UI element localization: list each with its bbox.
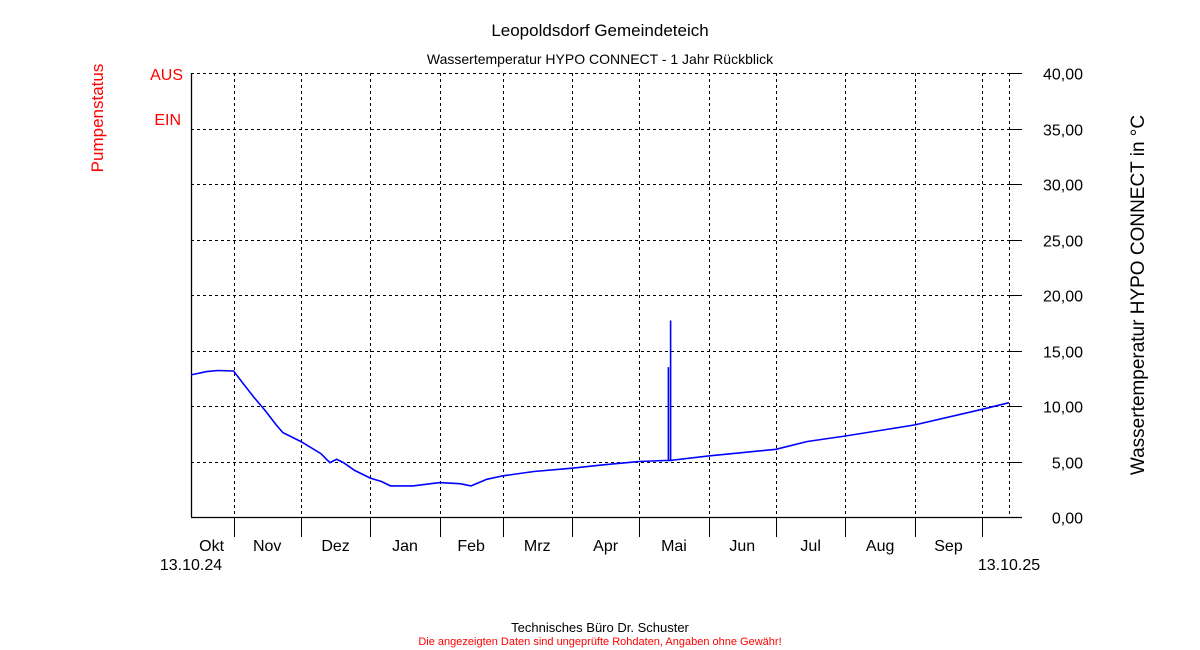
y-tick-label: 0,00	[1052, 511, 1083, 528]
x-month-label: Jan	[392, 538, 418, 555]
x-month-label: Aug	[866, 538, 894, 555]
y-tick-label: 40,00	[1043, 67, 1083, 84]
pump-label-ein: EIN	[154, 112, 181, 129]
x-month-label: Jun	[729, 538, 755, 555]
y-tick-label: 10,00	[1043, 400, 1083, 417]
y-tick-label: 15,00	[1043, 345, 1083, 362]
chart-subtitle: Wassertemperatur HYPO CONNECT - 1 Jahr R…	[427, 51, 774, 67]
y-tick-label: 35,00	[1043, 123, 1083, 140]
x-month-label: Jul	[800, 538, 820, 555]
y-tick-label: 20,00	[1043, 289, 1083, 306]
x-month-label: Nov	[253, 538, 281, 555]
x-month-label: Apr	[593, 538, 619, 555]
footer-disclaimer: Die angezeigten Daten sind ungeprüfte Ro…	[418, 636, 781, 648]
x-month-label: Feb	[457, 538, 485, 555]
x-month-label: Dez	[321, 538, 349, 555]
left-axis-title: Pumpenstatus	[88, 64, 107, 173]
footer-company: Technisches Büro Dr. Schuster	[511, 620, 689, 635]
x-end-label: 13.10.25	[978, 557, 1040, 574]
y-tick-label: 5,00	[1052, 456, 1083, 473]
right-axis-title: Wassertemperatur HYPO CONNECT in °C	[1128, 115, 1149, 475]
y-tick-label: 25,00	[1043, 234, 1083, 251]
x-month-label: Sep	[934, 538, 963, 555]
y-tick-label: 30,00	[1043, 178, 1083, 195]
temperature-series-line	[190, 320, 1010, 487]
pump-label-aus: AUS	[150, 67, 183, 84]
x-month-label: Mrz	[524, 538, 551, 555]
x-month-label: Mai	[661, 538, 687, 555]
chart-title: Leopoldsdorf Gemeindeteich	[491, 21, 708, 40]
x-start-label: 13.10.24	[160, 557, 222, 574]
x-month-label: Okt	[199, 538, 224, 555]
